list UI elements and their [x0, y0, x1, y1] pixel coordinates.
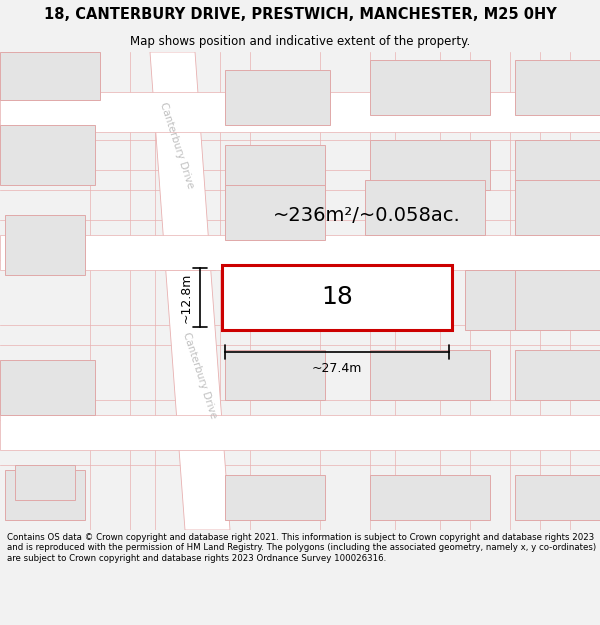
Text: Canterbury Drive: Canterbury Drive: [181, 331, 218, 419]
Bar: [15, 465, 75, 500]
Bar: [515, 270, 600, 330]
Bar: [222, 265, 452, 330]
Bar: [370, 475, 490, 520]
Text: Contains OS data © Crown copyright and database right 2021. This information is : Contains OS data © Crown copyright and d…: [7, 533, 596, 562]
Bar: [370, 350, 490, 400]
Text: ~236m²/~0.058ac.: ~236m²/~0.058ac.: [273, 206, 461, 224]
Bar: [225, 185, 325, 240]
Bar: [0, 235, 600, 270]
Bar: [465, 270, 565, 330]
Bar: [370, 140, 490, 190]
Bar: [515, 475, 600, 520]
Bar: [0, 415, 600, 450]
Bar: [225, 145, 325, 195]
Text: Canterbury Drive: Canterbury Drive: [158, 101, 196, 189]
Text: Map shows position and indicative extent of the property.: Map shows position and indicative extent…: [130, 35, 470, 48]
Text: 18, CANTERBURY DRIVE, PRESTWICH, MANCHESTER, M25 0HY: 18, CANTERBURY DRIVE, PRESTWICH, MANCHES…: [44, 7, 556, 22]
Bar: [515, 180, 600, 235]
Text: ~27.4m: ~27.4m: [312, 361, 362, 374]
Polygon shape: [160, 250, 215, 270]
Bar: [0, 360, 95, 415]
Bar: [515, 60, 600, 115]
Bar: [515, 140, 600, 190]
Bar: [0, 52, 100, 100]
Bar: [370, 60, 490, 115]
Polygon shape: [150, 52, 210, 260]
Bar: [365, 180, 485, 235]
Bar: [515, 350, 600, 400]
Bar: [0, 92, 600, 132]
Polygon shape: [165, 260, 230, 530]
Bar: [225, 70, 330, 125]
Bar: [225, 475, 325, 520]
Bar: [0, 125, 95, 185]
Bar: [5, 215, 85, 275]
Bar: [225, 350, 325, 400]
Text: ~12.8m: ~12.8m: [179, 272, 193, 322]
Text: 18: 18: [321, 286, 353, 309]
Bar: [5, 470, 85, 520]
